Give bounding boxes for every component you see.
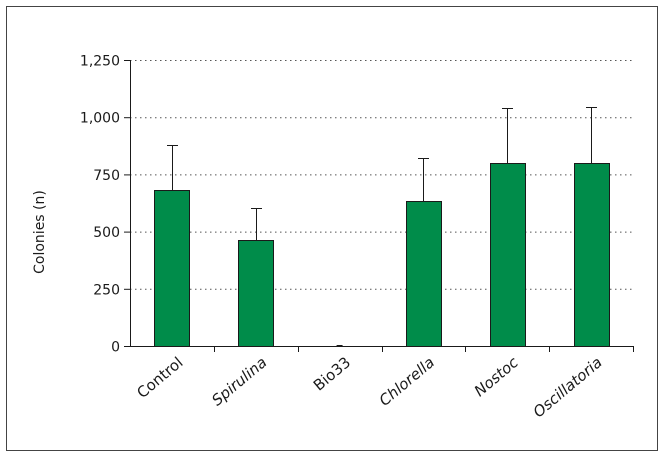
chart-frame (6, 6, 658, 451)
y-tick-label: 250 (93, 282, 120, 298)
y-tick-label: 500 (93, 225, 120, 241)
y-axis-label: Colonies (n) (32, 190, 48, 274)
y-tick-label: 0 (111, 340, 120, 356)
y-tick-label: 750 (93, 168, 120, 184)
bar-chlorella (406, 201, 442, 347)
bar-nostoc (490, 163, 526, 347)
y-tick-label: 1,000 (80, 111, 120, 127)
bar-oscillatoria (574, 163, 610, 347)
axes (124, 60, 634, 352)
bars (154, 163, 610, 347)
y-tick-label: 1,250 (80, 54, 120, 70)
error-bars (167, 107, 597, 240)
bar-control (154, 190, 190, 347)
y-tick-labels: 0 250 500 750 1,000 1,250 (80, 54, 120, 356)
bar-spirulina (238, 240, 274, 347)
grid-lines (130, 60, 633, 290)
